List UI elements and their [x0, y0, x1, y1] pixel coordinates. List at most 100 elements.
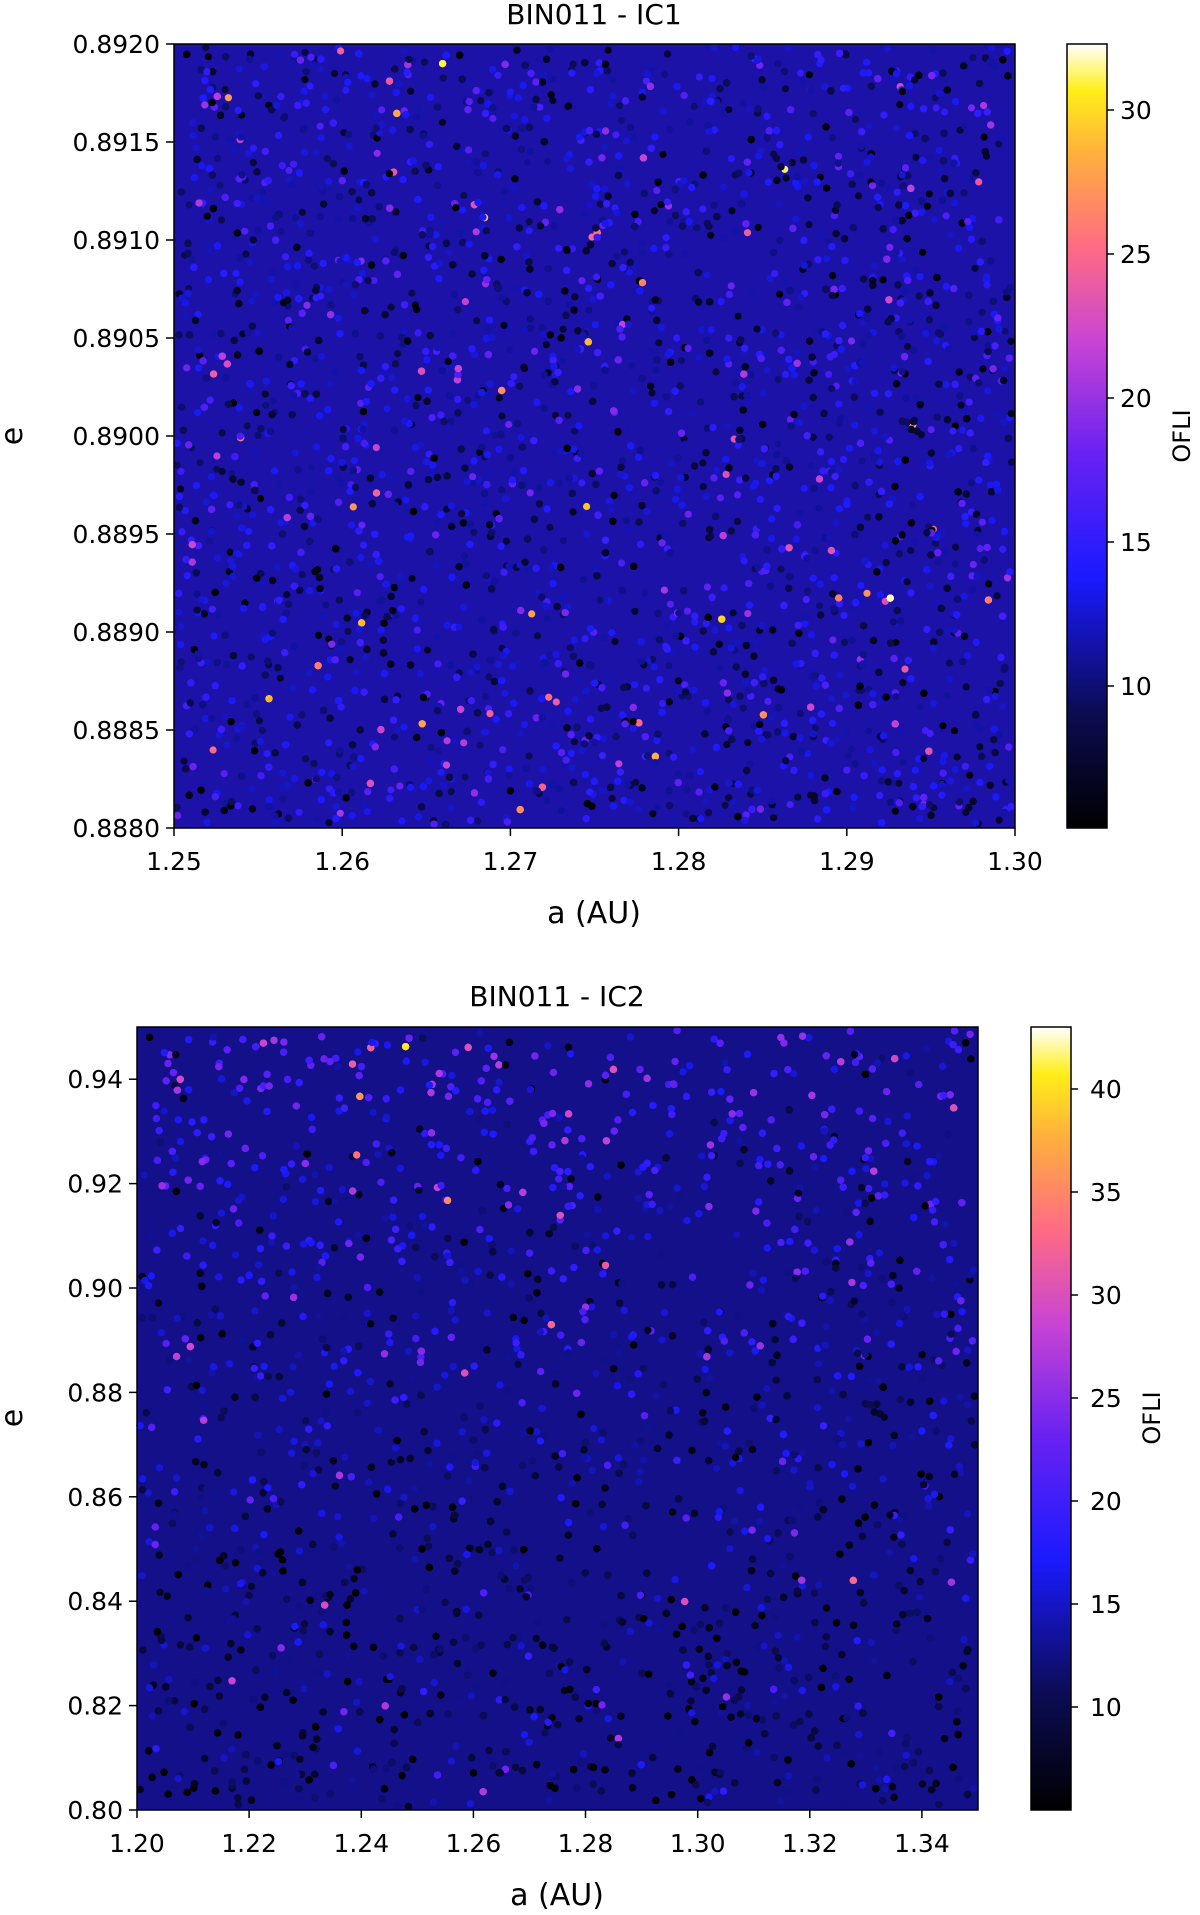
- scatter-point: [684, 651, 692, 659]
- scatter-point: [747, 370, 755, 378]
- scatter-point: [620, 796, 628, 805]
- scatter-point: [945, 659, 954, 667]
- scatter-point: [609, 76, 617, 84]
- scatter-point: [595, 59, 603, 67]
- scatter-point: [266, 427, 274, 436]
- scatter-point: [844, 365, 852, 373]
- scatter-point: [712, 98, 721, 106]
- scatter-point: [177, 403, 186, 411]
- scatter-point: [970, 334, 979, 342]
- scatter-point: [938, 791, 946, 799]
- scatter-point: [642, 77, 651, 85]
- scatter-point: [232, 269, 240, 277]
- scatter-point: [893, 188, 901, 196]
- scatter-point: [907, 102, 915, 110]
- scatter-point: [968, 572, 976, 580]
- scatter-point: [542, 341, 550, 349]
- scatter-point: [811, 724, 820, 732]
- scatter-point: [394, 350, 402, 358]
- scatter-point: [505, 214, 513, 222]
- scatter-point: [978, 518, 986, 526]
- scatter-point: [699, 459, 707, 467]
- scatter-point: [776, 290, 784, 298]
- scatter-point: [612, 131, 620, 139]
- scatter-point: [325, 819, 333, 827]
- scatter-point: [420, 585, 428, 593]
- scatter-point: [608, 794, 616, 803]
- scatter-point: [975, 476, 983, 484]
- scatter-point: [306, 488, 315, 496]
- scatter-point: [518, 203, 526, 212]
- scatter-point: [482, 427, 490, 435]
- scatter-point: [334, 314, 342, 322]
- scatter-point: [570, 738, 579, 746]
- scatter-point: [536, 103, 544, 111]
- scatter-point: [407, 467, 415, 475]
- scatter-point: [665, 662, 673, 670]
- scatter-point: [724, 422, 732, 430]
- scatter-point: [972, 638, 980, 647]
- scatter-point: [985, 580, 993, 588]
- scatter-point: [533, 632, 542, 640]
- scatter-point: [461, 298, 469, 306]
- scatter-point: [581, 770, 590, 779]
- scatter-point: [213, 465, 221, 473]
- scatter-point: [707, 326, 715, 334]
- scatter-point: [526, 315, 534, 323]
- scatter-point: [489, 114, 497, 123]
- scatter-point: [837, 345, 845, 353]
- scatter-point: [417, 441, 425, 449]
- scatter-point: [370, 276, 378, 285]
- scatter-point: [725, 779, 733, 787]
- scatter-point: [805, 71, 814, 79]
- scatter-point: [527, 324, 535, 332]
- scatter-point: [827, 458, 836, 466]
- scatter-point: [591, 321, 600, 329]
- scatter-point: [784, 43, 792, 51]
- scatter-point: [552, 698, 560, 706]
- scatter-point: [828, 385, 836, 393]
- scatter-point: [674, 770, 683, 778]
- scatter-point: [482, 227, 490, 235]
- scatter-point: [1001, 327, 1009, 335]
- scatter-point: [865, 332, 873, 340]
- scatter-point: [967, 104, 976, 112]
- scatter-point: [347, 521, 356, 529]
- scatter-point: [899, 758, 907, 766]
- scatter-point: [234, 802, 242, 810]
- scatter-point: [256, 494, 265, 503]
- scatter-point: [185, 201, 193, 209]
- scatter-point: [978, 308, 986, 316]
- scatter-point: [941, 108, 949, 116]
- scatter-point: [927, 426, 935, 434]
- scatter-point: [242, 250, 250, 258]
- scatter-point: [732, 379, 740, 387]
- scatter-point: [458, 206, 466, 214]
- scatter-point: [876, 591, 885, 599]
- scatter-point: [598, 752, 607, 760]
- scatter-point: [995, 816, 1003, 824]
- scatter-point: [678, 501, 686, 509]
- scatter-point: [939, 722, 947, 730]
- scatter-point: [381, 368, 389, 376]
- scatter-point: [290, 50, 299, 58]
- scatter-point: [695, 788, 703, 796]
- scatter-point: [866, 746, 874, 754]
- scatter-point: [412, 401, 420, 409]
- scatter-point: [497, 542, 505, 551]
- scatter-point: [175, 608, 183, 616]
- scatter-point: [631, 681, 639, 689]
- scatter-point: [662, 244, 670, 252]
- scatter-point: [306, 82, 314, 90]
- scatter-point: [373, 149, 381, 157]
- scatter-point: [670, 816, 679, 825]
- scatter-point: [483, 391, 492, 400]
- scatter-point: [484, 768, 492, 777]
- scatter-point: [923, 625, 931, 634]
- scatter-point: [809, 574, 817, 582]
- scatter-point: [608, 629, 616, 637]
- scatter-point: [284, 296, 292, 304]
- scatter-point: [276, 674, 284, 682]
- scatter-point: [285, 166, 293, 175]
- scatter-point: [771, 270, 779, 278]
